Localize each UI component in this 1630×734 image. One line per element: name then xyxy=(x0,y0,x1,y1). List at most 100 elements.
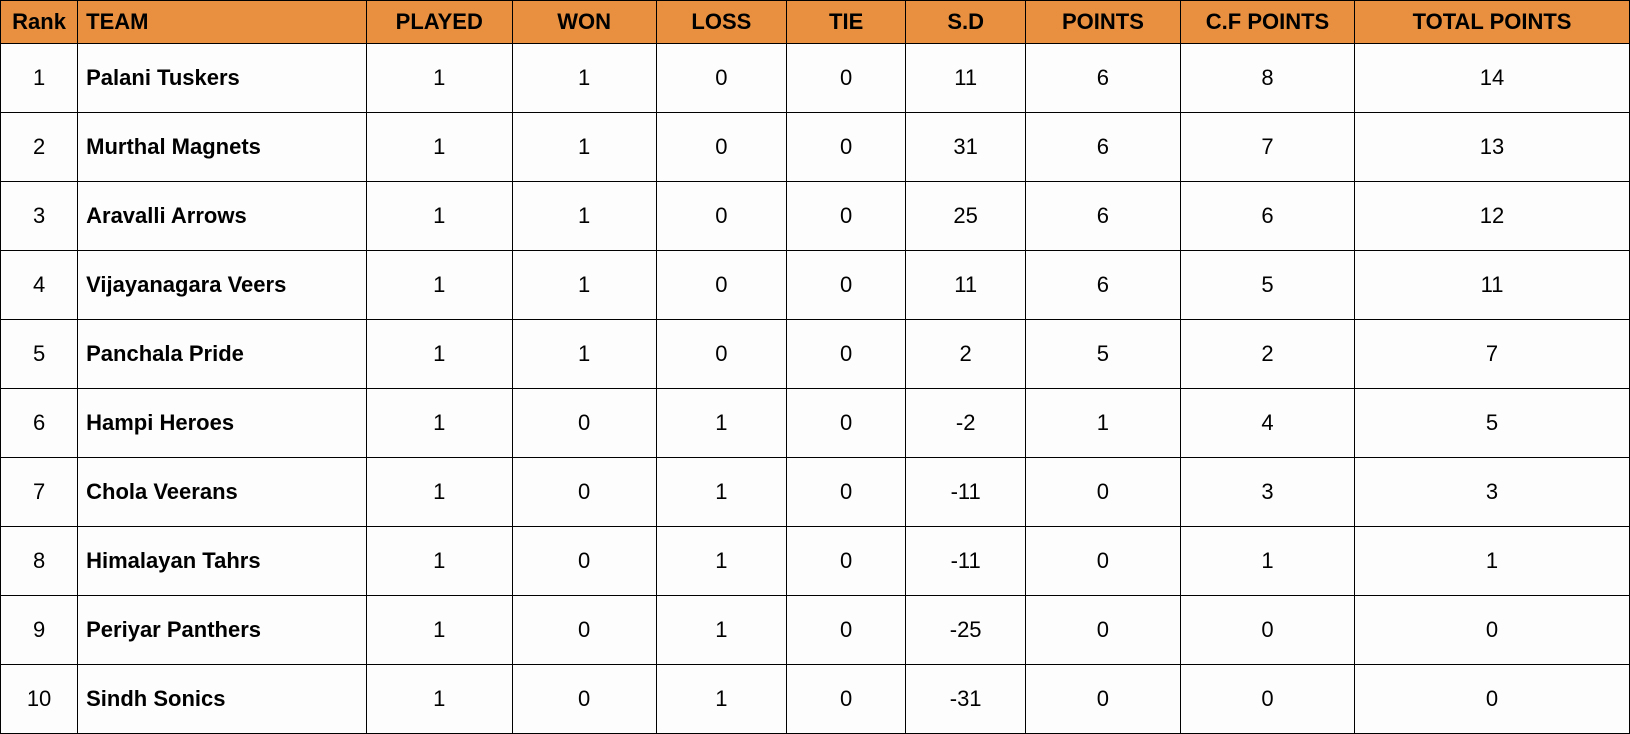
cell-tie: 0 xyxy=(786,182,905,251)
cell-team: Hampi Heroes xyxy=(78,389,367,458)
cell-total: 7 xyxy=(1355,320,1630,389)
header-won: WON xyxy=(512,1,656,44)
cell-team: Aravalli Arrows xyxy=(78,182,367,251)
cell-sd: 31 xyxy=(906,113,1026,182)
cell-tie: 0 xyxy=(786,44,905,113)
cell-total: 14 xyxy=(1355,44,1630,113)
cell-sd: 11 xyxy=(906,251,1026,320)
table-row: 5Panchala Pride11002527 xyxy=(1,320,1630,389)
standings-table: Rank TEAM PLAYED WON LOSS TIE S.D POINTS… xyxy=(0,0,1630,734)
cell-points: 5 xyxy=(1025,320,1180,389)
cell-cf: 3 xyxy=(1180,458,1354,527)
cell-played: 1 xyxy=(366,182,512,251)
cell-cf: 0 xyxy=(1180,665,1354,734)
cell-team: Murthal Magnets xyxy=(78,113,367,182)
cell-won: 0 xyxy=(512,389,656,458)
cell-won: 0 xyxy=(512,458,656,527)
cell-played: 1 xyxy=(366,251,512,320)
cell-cf: 7 xyxy=(1180,113,1354,182)
table-header: Rank TEAM PLAYED WON LOSS TIE S.D POINTS… xyxy=(1,1,1630,44)
cell-sd: -2 xyxy=(906,389,1026,458)
cell-tie: 0 xyxy=(786,458,905,527)
cell-points: 0 xyxy=(1025,458,1180,527)
cell-cf: 8 xyxy=(1180,44,1354,113)
cell-total: 3 xyxy=(1355,458,1630,527)
header-team: TEAM xyxy=(78,1,367,44)
cell-points: 6 xyxy=(1025,44,1180,113)
cell-rank: 5 xyxy=(1,320,78,389)
cell-rank: 1 xyxy=(1,44,78,113)
cell-won: 1 xyxy=(512,251,656,320)
cell-won: 1 xyxy=(512,113,656,182)
cell-team: Chola Veerans xyxy=(78,458,367,527)
cell-points: 6 xyxy=(1025,113,1180,182)
cell-tie: 0 xyxy=(786,113,905,182)
cell-team: Panchala Pride xyxy=(78,320,367,389)
cell-cf: 6 xyxy=(1180,182,1354,251)
cell-won: 1 xyxy=(512,44,656,113)
table-row: 3Aravalli Arrows1100256612 xyxy=(1,182,1630,251)
cell-played: 1 xyxy=(366,527,512,596)
header-row: Rank TEAM PLAYED WON LOSS TIE S.D POINTS… xyxy=(1,1,1630,44)
cell-loss: 0 xyxy=(656,320,786,389)
cell-total: 13 xyxy=(1355,113,1630,182)
cell-sd: -31 xyxy=(906,665,1026,734)
cell-loss: 0 xyxy=(656,182,786,251)
table-row: 8Himalayan Tahrs1010-11011 xyxy=(1,527,1630,596)
cell-rank: 7 xyxy=(1,458,78,527)
cell-loss: 1 xyxy=(656,665,786,734)
cell-total: 11 xyxy=(1355,251,1630,320)
cell-sd: -11 xyxy=(906,527,1026,596)
cell-loss: 0 xyxy=(656,113,786,182)
header-points: POINTS xyxy=(1025,1,1180,44)
cell-loss: 1 xyxy=(656,458,786,527)
table-row: 4Vijayanagara Veers1100116511 xyxy=(1,251,1630,320)
cell-rank: 8 xyxy=(1,527,78,596)
cell-sd: 25 xyxy=(906,182,1026,251)
cell-tie: 0 xyxy=(786,527,905,596)
cell-won: 1 xyxy=(512,320,656,389)
cell-total: 5 xyxy=(1355,389,1630,458)
cell-loss: 1 xyxy=(656,596,786,665)
header-loss: LOSS xyxy=(656,1,786,44)
cell-sd: -11 xyxy=(906,458,1026,527)
cell-total: 1 xyxy=(1355,527,1630,596)
cell-tie: 0 xyxy=(786,596,905,665)
header-tie: TIE xyxy=(786,1,905,44)
cell-played: 1 xyxy=(366,596,512,665)
cell-won: 0 xyxy=(512,527,656,596)
cell-total: 0 xyxy=(1355,665,1630,734)
cell-team: Palani Tuskers xyxy=(78,44,367,113)
cell-team: Periyar Panthers xyxy=(78,596,367,665)
cell-points: 6 xyxy=(1025,251,1180,320)
cell-cf: 2 xyxy=(1180,320,1354,389)
cell-won: 0 xyxy=(512,596,656,665)
cell-loss: 1 xyxy=(656,527,786,596)
cell-cf: 4 xyxy=(1180,389,1354,458)
header-total-points: TOTAL POINTS xyxy=(1355,1,1630,44)
cell-played: 1 xyxy=(366,44,512,113)
cell-rank: 10 xyxy=(1,665,78,734)
header-played: PLAYED xyxy=(366,1,512,44)
cell-rank: 4 xyxy=(1,251,78,320)
cell-sd: 11 xyxy=(906,44,1026,113)
cell-cf: 0 xyxy=(1180,596,1354,665)
header-rank: Rank xyxy=(1,1,78,44)
cell-total: 12 xyxy=(1355,182,1630,251)
cell-won: 1 xyxy=(512,182,656,251)
cell-rank: 9 xyxy=(1,596,78,665)
cell-loss: 0 xyxy=(656,44,786,113)
cell-tie: 0 xyxy=(786,665,905,734)
header-cf-points: C.F POINTS xyxy=(1180,1,1354,44)
cell-points: 0 xyxy=(1025,596,1180,665)
cell-played: 1 xyxy=(366,389,512,458)
cell-won: 0 xyxy=(512,665,656,734)
cell-team: Sindh Sonics xyxy=(78,665,367,734)
cell-played: 1 xyxy=(366,113,512,182)
cell-points: 0 xyxy=(1025,527,1180,596)
table-body: 1Palani Tuskers11001168142Murthal Magnet… xyxy=(1,44,1630,734)
table-row: 2Murthal Magnets1100316713 xyxy=(1,113,1630,182)
table-row: 9Periyar Panthers1010-25000 xyxy=(1,596,1630,665)
cell-cf: 5 xyxy=(1180,251,1354,320)
cell-tie: 0 xyxy=(786,251,905,320)
